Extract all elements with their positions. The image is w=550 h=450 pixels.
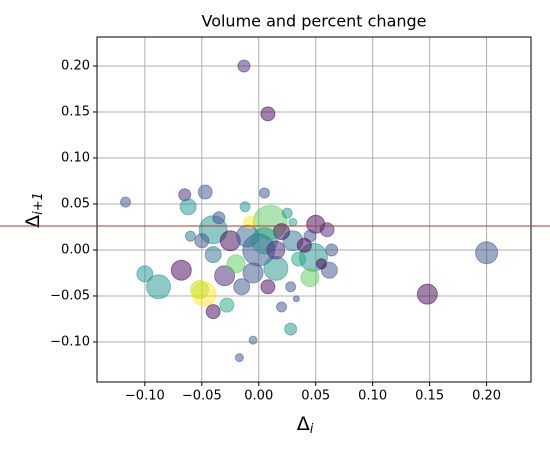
bubble [190,280,210,300]
y-tick-label: 0.05 [61,196,90,211]
x-tick-label: −0.10 [125,389,165,404]
bubble [276,301,288,313]
x-label-sub: i [310,422,314,437]
y-label-sub: i+1 [31,192,46,215]
y-tick-label: −0.05 [50,288,90,303]
bubble [197,184,213,200]
bubble [242,262,264,284]
bubble [260,106,276,122]
bubble [285,281,297,293]
x-tick-label: 0.10 [358,389,387,404]
y-tick-label: 0.20 [61,58,90,73]
bubble [119,196,131,208]
bubble [146,274,172,300]
x-axis-label: Δi [297,413,314,437]
bubble [234,353,244,363]
bubble [219,297,235,313]
y-tick-label: −0.10 [50,334,90,349]
bubble [296,237,312,253]
bubble [248,335,258,345]
y-label-base: Δ [22,215,44,228]
bubble [291,251,307,267]
bubble [239,201,251,213]
x-tick-label: 0.05 [301,389,330,404]
bubble [263,255,289,281]
bubble [315,258,327,270]
bubble [266,240,286,260]
plot-frame [96,36,532,383]
bubble [281,207,293,219]
bubble [237,59,251,73]
y-tick-label: 0.15 [61,104,90,119]
y-tick-label: 0.10 [61,150,90,165]
bubble [288,217,298,227]
bubble [184,230,196,242]
y-axis-label: Δi+1 [22,192,46,228]
bubble [475,241,499,265]
chart-title: Volume and percent change [201,12,426,31]
bubble [204,246,222,264]
points [119,59,499,363]
x-label-base: Δ [297,413,310,435]
bubble [243,215,257,229]
bubble [284,322,298,336]
bubble [292,295,300,303]
bubble [136,265,154,283]
x-tick-label: 0.00 [244,389,273,404]
bubble [319,222,335,238]
bubble [205,304,221,320]
y-tick-label: 0.00 [61,242,90,257]
bubble [170,259,192,281]
x-tick-label: 0.20 [472,389,501,404]
bubble [179,198,197,216]
bubble [212,211,226,225]
bubble [194,233,210,249]
x-tick-label: 0.15 [415,389,444,404]
bubble [233,278,251,296]
bubble [260,279,276,295]
bubble [258,187,270,199]
bubble [416,283,438,305]
bubble [300,268,320,288]
x-tick-label: −0.05 [182,389,222,404]
bubble [226,254,246,274]
